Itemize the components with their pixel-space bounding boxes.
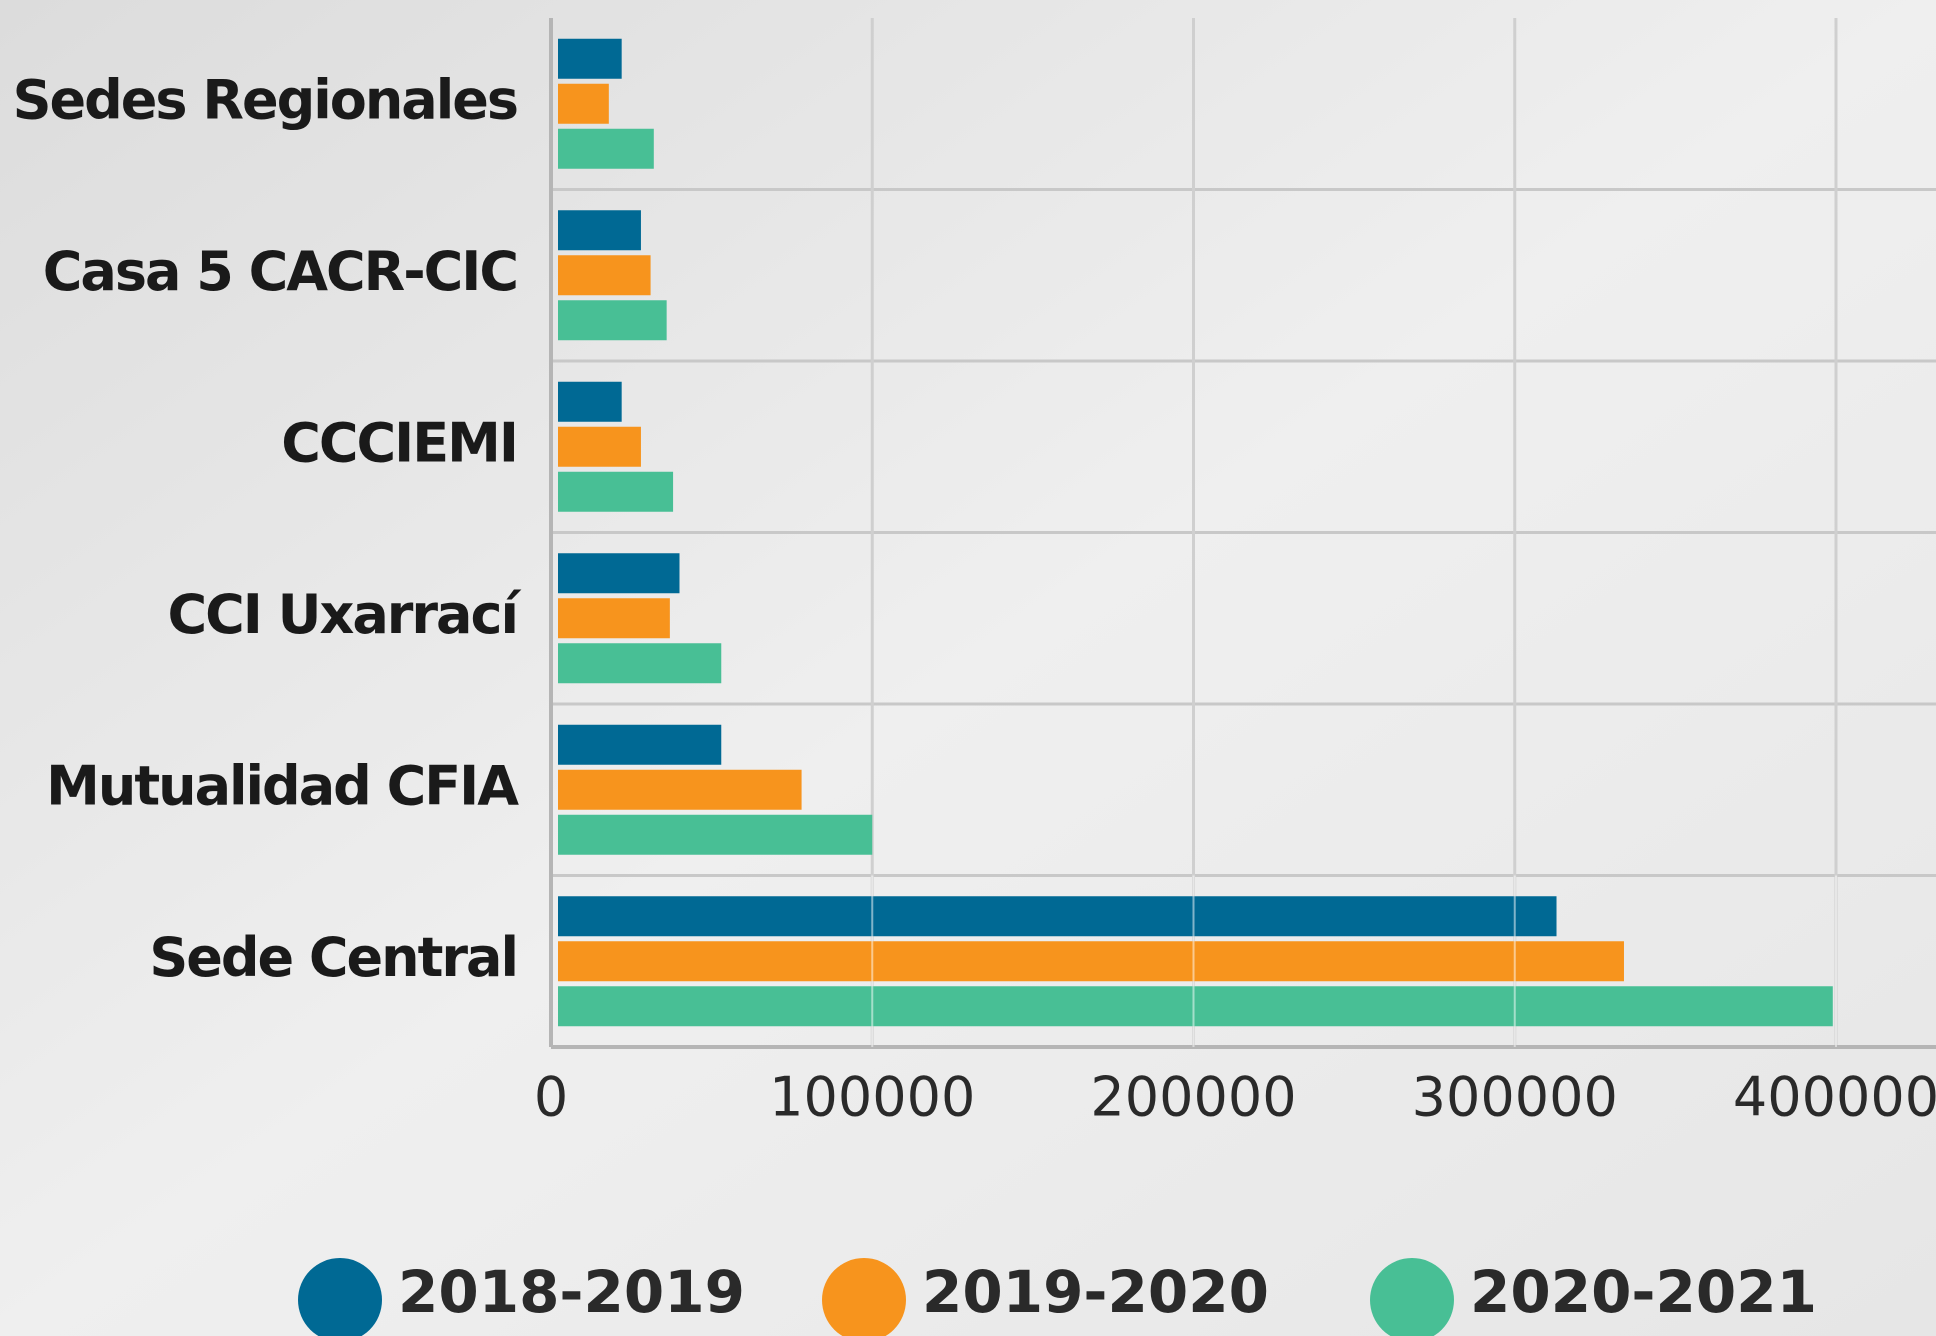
bar	[558, 83, 609, 124]
y-tick-label: CCCIEMI	[281, 411, 517, 474]
bar	[558, 381, 622, 422]
y-tick-label: CCI Uxarrací	[168, 583, 522, 646]
bar	[558, 128, 654, 169]
x-tick-label: 300000	[1412, 1066, 1618, 1129]
bar	[558, 300, 667, 341]
bar	[558, 814, 873, 855]
x-tick-label: 100000	[769, 1066, 975, 1129]
legend-label: 2020-2021	[1470, 1258, 1817, 1326]
bar	[558, 255, 651, 296]
bar	[558, 643, 722, 684]
y-tick-label: Sede Central	[149, 926, 517, 989]
legend-label: 2018-2019	[398, 1258, 745, 1326]
bar	[558, 210, 641, 251]
x-tick-label: 200000	[1090, 1066, 1296, 1129]
bar	[558, 598, 670, 639]
x-tick-label: 400000	[1733, 1066, 1936, 1129]
legend-swatch	[1370, 1258, 1454, 1336]
y-tick-label: Sedes Regionales	[13, 68, 517, 131]
legend-swatch	[298, 1258, 382, 1336]
y-tick-label: Casa 5 CACR-CIC	[43, 240, 517, 303]
bar	[558, 941, 1624, 982]
bar	[558, 896, 1557, 937]
bar	[558, 724, 722, 765]
bar	[558, 426, 641, 467]
bar	[558, 471, 674, 512]
bar	[558, 986, 1833, 1027]
legend-swatch	[822, 1258, 906, 1336]
bar	[558, 769, 802, 810]
x-tick-label: 0	[534, 1066, 568, 1129]
bar	[558, 38, 622, 79]
bar	[558, 553, 680, 594]
y-tick-label: Mutualidad CFIA	[46, 754, 519, 817]
legend-label: 2019-2020	[922, 1258, 1269, 1326]
